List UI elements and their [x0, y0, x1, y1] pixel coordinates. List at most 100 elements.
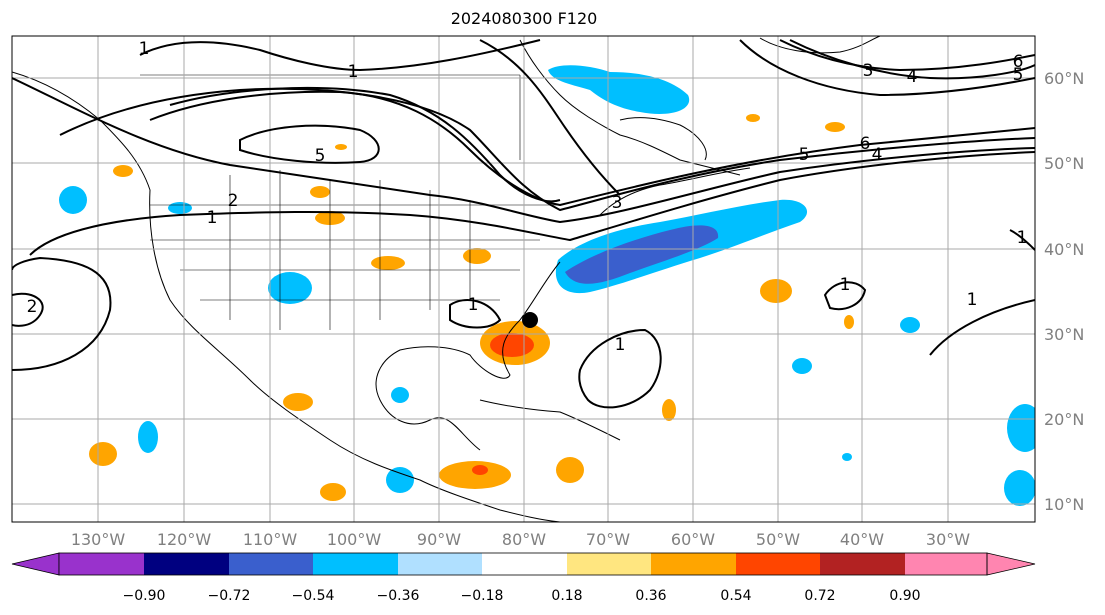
positive-anomaly-area — [371, 256, 405, 270]
colorbar-tick: 0.54 — [720, 588, 751, 604]
contour-label: 5 — [799, 145, 810, 165]
contour-label: 2 — [27, 297, 38, 317]
colorbar-segment — [313, 553, 398, 575]
lat-label: 60°N — [1044, 69, 1084, 88]
colorbar-segment — [736, 553, 820, 575]
contour-label: 1 — [615, 335, 626, 355]
shading-layer — [59, 65, 1035, 506]
lon-label: 30°W — [926, 530, 970, 549]
lon-label: 130°W — [71, 530, 126, 549]
colorbar-segment — [398, 553, 482, 575]
colorbar-tick: −0.90 — [123, 588, 166, 604]
lat-label: 50°N — [1044, 154, 1084, 173]
positive-anomaly-area — [662, 399, 676, 421]
lon-label: 120°W — [157, 530, 212, 549]
positive-anomaly-area — [825, 122, 845, 132]
colorbar-segment — [905, 553, 987, 575]
contour-label: 1 — [348, 62, 359, 82]
colorbar-tick: −0.36 — [377, 588, 420, 604]
colorbar-extend-min — [11, 552, 60, 576]
lat-label: 40°N — [1044, 240, 1084, 259]
contour-lines — [12, 39, 1035, 409]
storm-position-marker — [522, 312, 538, 328]
negative-anomaly-area — [138, 421, 158, 453]
negative-anomaly-area — [900, 317, 920, 333]
colorbar-tick: −0.72 — [208, 588, 251, 604]
negative-anomaly-area — [842, 453, 852, 461]
positive-anomaly-area — [844, 315, 854, 329]
lat-label: 20°N — [1044, 410, 1084, 429]
positive-anomaly-area — [310, 186, 330, 198]
contour-label: 6 — [860, 134, 871, 154]
contour-label: 6 — [1013, 52, 1024, 72]
colorbar-tick: −0.18 — [461, 588, 504, 604]
negative-anomaly-area — [792, 358, 812, 374]
contour-label: 1 — [207, 208, 218, 228]
colorbar-tick: 0.18 — [551, 588, 582, 604]
contour-label: 1 — [468, 295, 479, 315]
positive-anomaly-area — [89, 442, 117, 466]
contour-label: 3 — [612, 193, 623, 213]
positive-anomaly-area — [760, 279, 792, 303]
contour-label: 4 — [907, 67, 918, 87]
map-title: 2024080300 F120 — [450, 9, 598, 28]
map-frame — [11, 35, 1036, 523]
colorbar-segment — [144, 553, 229, 575]
contour-label: 5 — [1013, 65, 1024, 85]
positive-anomaly-area — [113, 165, 133, 177]
positive-anomaly-area — [556, 457, 584, 483]
negative-anomaly-area — [59, 186, 87, 214]
positive-anomaly-area — [463, 248, 491, 264]
negative-anomaly-area — [386, 467, 414, 493]
lon-label: 70°W — [586, 530, 630, 549]
strong-negative-anomaly-area — [565, 225, 719, 284]
negative-anomaly-area — [391, 387, 409, 403]
colorbar-tick: 0.90 — [889, 588, 920, 604]
graticule — [12, 36, 1035, 522]
positive-anomaly-area — [746, 114, 760, 122]
positive-anomaly-area — [335, 144, 347, 150]
contour-label: 1 — [1017, 228, 1028, 248]
latitude-labels: 10°N 20°N 30°N 40°N 50°N 60°N — [1044, 69, 1084, 514]
negative-anomaly-area — [548, 65, 690, 115]
contour-label: 1 — [967, 290, 978, 310]
colorbar-ticks: −0.90 −0.72 −0.54 −0.36 −0.18 0.18 0.36 … — [123, 588, 921, 604]
colorbar-frame — [58, 552, 988, 576]
contour-label: 5 — [315, 146, 326, 166]
colorbar-segment — [651, 553, 736, 575]
negative-anomaly-area — [168, 202, 192, 214]
colorbar-tick: −0.54 — [292, 588, 335, 604]
state-borders — [140, 74, 560, 330]
lon-label: 110°W — [243, 530, 298, 549]
lon-label: 90°W — [417, 530, 461, 549]
colorbar-segment — [59, 553, 144, 575]
lat-label: 10°N — [1044, 495, 1084, 514]
negative-anomaly-area — [1004, 470, 1035, 506]
lat-label: 30°N — [1044, 325, 1084, 344]
contour-label: 1 — [139, 39, 150, 59]
positive-anomaly-area — [283, 393, 313, 411]
colorbar-segment — [482, 553, 567, 575]
colorbar-segment — [229, 553, 313, 575]
longitude-labels: 130°W 120°W 110°W 100°W 90°W 80°W 70°W 6… — [71, 530, 970, 549]
colorbar: −0.90 −0.72 −0.54 −0.36 −0.18 0.18 0.36 … — [11, 552, 1036, 604]
strong-positive-anomaly-area — [490, 333, 534, 357]
contour-label: 1 — [840, 275, 851, 295]
colorbar-tick: 0.72 — [804, 588, 835, 604]
negative-anomaly-area — [268, 272, 312, 304]
lon-label: 80°W — [502, 530, 546, 549]
colorbar-tick: 0.36 — [635, 588, 666, 604]
positive-anomaly-area — [320, 483, 346, 501]
contour-label-group: 1 1 5 2 1 2 3 1 1 3 4 5 6 5 6 4 1 1 1 — [27, 39, 1028, 355]
contour-label: 3 — [863, 61, 874, 81]
lon-label: 60°W — [671, 530, 715, 549]
contour-label: 4 — [872, 145, 883, 165]
colorbar-segment — [567, 553, 651, 575]
colorbar-extend-max — [986, 552, 1036, 576]
positive-anomaly-area — [439, 461, 511, 489]
colorbar-segment — [820, 553, 905, 575]
negative-anomaly-area — [1007, 404, 1035, 452]
lon-label: 100°W — [327, 530, 382, 549]
strong-positive-anomaly-area — [472, 465, 488, 475]
